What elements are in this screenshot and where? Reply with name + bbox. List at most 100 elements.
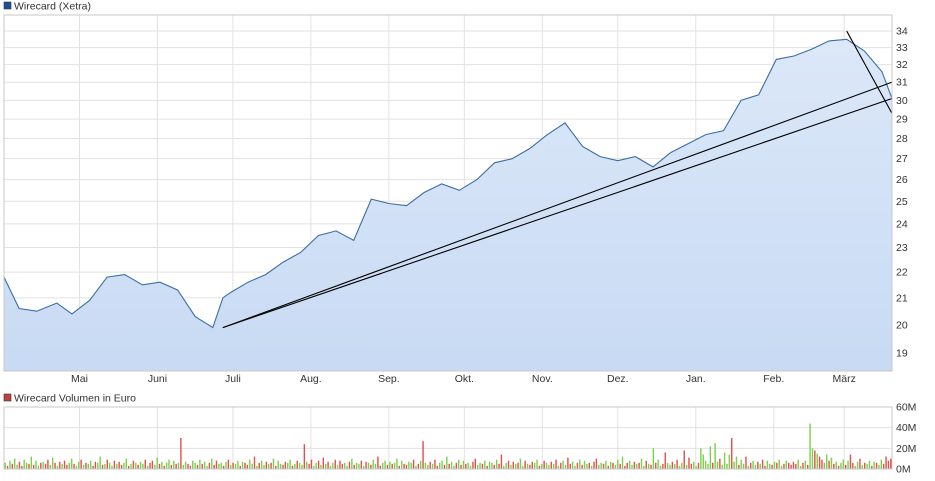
volume-bar [581, 464, 583, 469]
volume-bar [218, 463, 220, 469]
volume-bar [512, 461, 514, 469]
volume-bar [120, 464, 123, 469]
volume-bar [11, 463, 14, 469]
volume-bar [334, 459, 336, 469]
volume-bar [106, 459, 108, 469]
volume-bar [239, 465, 241, 469]
volume-bar [759, 463, 761, 469]
volume-bar [700, 448, 702, 469]
volume-bar [714, 443, 716, 469]
volume-bar [823, 462, 826, 469]
volume-bar [322, 457, 325, 469]
volume-bar [849, 454, 852, 469]
volume-bar [213, 464, 215, 469]
volume-bar [457, 459, 460, 469]
volume-bar [348, 461, 351, 469]
volume-bar [533, 462, 536, 469]
x-tick-label: März [833, 373, 856, 385]
volume-bar [270, 462, 272, 469]
volume-y-tick-label: 20M [896, 443, 916, 455]
volume-bar [317, 460, 320, 469]
volume-bar [460, 464, 462, 469]
volume-bar [40, 462, 42, 469]
volume-bar [111, 465, 113, 469]
volume-bar [206, 465, 208, 469]
volume-bar [609, 461, 612, 469]
volume-bar [659, 465, 662, 469]
volume-bar [840, 462, 842, 469]
price-legend-swatch [3, 1, 12, 10]
volume-y-tick-label: 0M [896, 464, 911, 476]
volume-bar [320, 464, 322, 469]
volume-bar [669, 464, 671, 469]
volume-bar [761, 459, 764, 469]
price-y-tick-label: 31 [896, 77, 908, 89]
x-tick-label: Feb. [763, 373, 784, 385]
volume-bar [517, 462, 519, 469]
volume-bar [821, 459, 823, 469]
volume-bar [498, 463, 500, 469]
volume-bar [652, 448, 655, 469]
volume-bar [298, 462, 301, 469]
volume-bar [441, 460, 443, 469]
volume-bar [61, 463, 63, 469]
volume-bar [92, 465, 94, 469]
volume-bar [771, 464, 773, 469]
volume-bar [108, 462, 111, 469]
volume-bar [82, 464, 85, 469]
x-axis: Mai Juni Juli Aug. Sep. Okt. Nov. Dez. Jan. Feb. M… [71, 373, 856, 385]
volume-bar [522, 465, 524, 469]
volume-bar [256, 465, 258, 469]
volume-bar [671, 461, 674, 469]
price-y-tick-label: 21 [896, 292, 908, 304]
volume-bar [773, 461, 776, 469]
volume-bar [809, 423, 811, 469]
volume-bar [614, 464, 617, 469]
volume-bar [70, 458, 73, 469]
volume-bar [830, 457, 833, 469]
volume-bar [602, 463, 605, 469]
price-legend: Wirecard (Xetra) [3, 1, 91, 13]
volume-bar [486, 465, 488, 469]
volume-bar [132, 460, 135, 469]
volume-bar [427, 464, 429, 469]
volume-bar [833, 463, 835, 469]
volume-bar [657, 459, 659, 469]
volume-bar [709, 446, 712, 469]
price-y-tick-label: 26 [896, 174, 908, 186]
volume-bar [790, 464, 792, 469]
volume-bar [503, 465, 505, 469]
volume-bar [631, 464, 633, 469]
x-tick-label: Jan. [686, 373, 706, 385]
volume-bar [484, 460, 486, 469]
volume-bar [358, 463, 360, 469]
volume-bar [118, 461, 120, 469]
volume-bar [189, 465, 192, 469]
volume-bar [139, 461, 142, 469]
volume-bar [716, 461, 719, 469]
price-legend-label: Wirecard (Xetra) [14, 1, 91, 13]
volume-bar [797, 459, 799, 469]
price-y-tick-label: 28 [896, 133, 908, 145]
volume-bar [548, 464, 550, 469]
volume-bar [754, 464, 757, 469]
volume-bar [296, 460, 298, 469]
price-panel: 19 20 21 22 23 24 25 26 27 28 29 30 31 32 33 34 Mai Juni… [3, 14, 908, 385]
volume-bar [538, 465, 541, 469]
volume-bar [436, 465, 439, 469]
volume-bar [99, 456, 101, 469]
volume-bar [574, 465, 576, 469]
volume-bar [626, 462, 628, 469]
volume-bar [664, 452, 666, 469]
volume-bar [386, 464, 389, 469]
volume-bar [491, 462, 493, 469]
volume-bar [740, 459, 742, 469]
volume-bar [586, 463, 588, 469]
volume-bar [18, 461, 21, 469]
volume-bar [379, 465, 382, 469]
x-tick-label: Aug. [300, 373, 322, 385]
volume-bar [289, 459, 291, 469]
volume-bar [201, 463, 203, 469]
volume-bar [847, 460, 849, 469]
